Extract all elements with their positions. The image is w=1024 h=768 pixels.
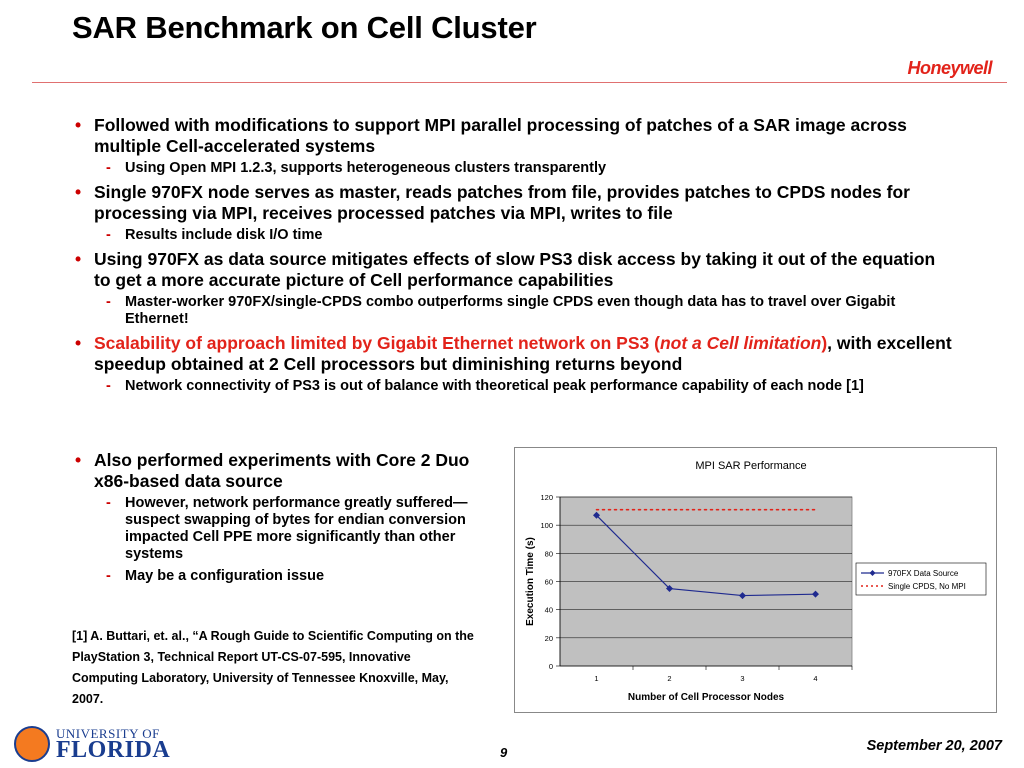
series-layer [593, 508, 819, 600]
chart-title: MPI SAR Performance [695, 460, 806, 472]
legend-box [855, 562, 987, 596]
bullet-text-highlight: Scalability of approach limited by Gigab… [94, 333, 660, 353]
legend-label: Single CPDS, No MPI [888, 582, 966, 591]
sub-bullet-item: - Master-worker 970FX/single-CPDS combo … [72, 294, 952, 328]
sub-bullet-item: - May be a configuration issue [72, 568, 492, 585]
chart-legend: 970FX Data Source Single CPDS, No MPI [855, 562, 987, 596]
bullet-item: • Also performed experiments with Core 2… [72, 450, 492, 492]
y-tick-label: 80 [545, 549, 553, 558]
page-number: 9 [500, 745, 508, 760]
data-point [593, 511, 600, 519]
bullet-text: Using 970FX as data source mitigates eff… [94, 249, 936, 290]
sub-bullet-text: Network connectivity of PS3 is out of ba… [125, 378, 864, 394]
sub-bullet-item: - Using Open MPI 1.2.3, supports heterog… [72, 160, 952, 177]
dash-icon: - [106, 378, 111, 394]
data-point [812, 590, 819, 598]
dash-icon: - [106, 160, 111, 176]
dash-icon: - [106, 227, 111, 243]
chart-container: MPI SAR Performance 0 20 40 60 80 100 120 1 2 3 4… [514, 447, 997, 713]
bullet-text-highlight-end: ) [821, 333, 828, 353]
dash-icon: - [106, 568, 111, 584]
line-chart: MPI SAR Performance 0 20 40 60 80 100 120 1 2 3 4… [525, 460, 987, 703]
y-tick-label: 40 [545, 606, 553, 615]
bullet-text: Single 970FX node serves as master, read… [94, 182, 910, 223]
y-tick-label: 20 [545, 634, 553, 643]
slide-date: September 20, 2007 [866, 738, 1002, 754]
x-tick-label: 3 [740, 674, 744, 683]
data-point [666, 585, 673, 593]
bullet-item: • Using 970FX as data source mitigates e… [72, 249, 952, 291]
legend-label: 970FX Data Source [888, 569, 959, 578]
x-tick-label: 2 [667, 674, 671, 683]
dash-icon: - [106, 495, 111, 511]
x-tick-label: 4 [813, 674, 817, 683]
page-title: SAR Benchmark on Cell Cluster [72, 10, 537, 45]
y-tick-label: 60 [545, 578, 553, 587]
footnote: [1] A. Buttari, et. al., “A Rough Guide … [72, 629, 474, 706]
bullet-dot-icon: • [75, 249, 82, 269]
sub-bullet-item: - Network connectivity of PS3 is out of … [72, 378, 952, 395]
university-seal-icon [14, 726, 50, 762]
sub-bullet-text: Results include disk I/O time [125, 227, 323, 243]
bullet-text: Also performed experiments with Core 2 D… [94, 450, 470, 491]
bullet-list: • Followed with modifications to support… [72, 115, 952, 400]
bullet-item: • Followed with modifications to support… [72, 115, 952, 157]
data-point [739, 592, 746, 600]
bullet-dot-icon: • [75, 115, 82, 135]
legend-marker [869, 570, 876, 576]
sub-bullet-item: - Results include disk I/O time [72, 227, 952, 244]
x-axis-ticks: 1 2 3 4 [594, 666, 853, 683]
y-tick-label: 0 [549, 662, 553, 671]
honeywell-logo: Honeywell [907, 58, 992, 78]
bullet-text: , with excellent speedup obtained at 2 C… [94, 333, 952, 374]
university-logo-line2: FLORIDA [56, 737, 171, 763]
y-tick-label: 100 [540, 521, 553, 530]
sub-bullet-text: However, network performance greatly suf… [125, 495, 468, 562]
x-axis-label: Number of Cell Processor Nodes [628, 692, 785, 703]
sub-bullet-text: Using Open MPI 1.2.3, supports heterogen… [125, 160, 607, 176]
university-logo: UNIVERSITY OF FLORIDA [14, 722, 174, 766]
grid-lines [560, 496, 852, 639]
x-tick-label: 1 [594, 674, 598, 683]
sub-bullet-text: May be a configuration issue [125, 568, 325, 584]
bullet-dot-icon: • [75, 182, 82, 202]
series-line-970fx [596, 514, 816, 597]
bullet-text: Followed with modifications to support M… [94, 115, 907, 156]
lower-bullet-list: • Also performed experiments with Core 2… [72, 450, 492, 590]
dash-icon: - [106, 294, 111, 310]
y-axis-label: Execution Time (s) [525, 537, 536, 626]
bullet-dot-icon: • [75, 450, 82, 470]
bullet-text-emphasis: not a Cell limitation [659, 333, 822, 353]
bullet-item: • Single 970FX node serves as master, re… [72, 182, 952, 224]
university-logo-line1: UNIVERSITY OF [56, 726, 160, 741]
bullet-dot-icon: • [75, 333, 82, 353]
sub-bullet-text: Master-worker 970FX/single-CPDS combo ou… [125, 294, 896, 327]
sub-bullet-item: - However, network performance greatly s… [72, 495, 492, 563]
title-divider [32, 82, 1007, 83]
bullet-item: • Scalability of approach limited by Gig… [72, 333, 952, 375]
y-tick-label: 120 [540, 493, 553, 502]
